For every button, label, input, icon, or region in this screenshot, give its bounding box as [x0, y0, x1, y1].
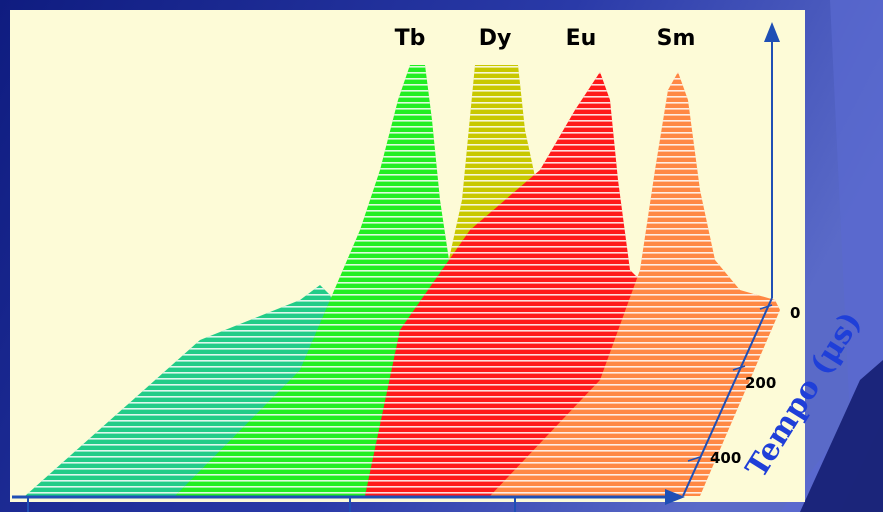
y-tick-mark: [759, 304, 773, 310]
x-axis-arrow: [665, 489, 685, 505]
z-axis-arrow: [764, 22, 780, 42]
series-labels: Tb Dy Eu Sm: [395, 26, 696, 51]
peak-sm: [490, 72, 780, 496]
y-tick-mark: [687, 456, 701, 462]
peak-sm-gridlines: [490, 72, 780, 496]
y-tick-mark: [732, 365, 746, 371]
y-tick-label: 200: [745, 374, 776, 392]
y-axis-line: [682, 297, 773, 497]
axes-layer: [12, 22, 780, 512]
series-label-sm: Sm: [657, 26, 696, 51]
y-tick-label: 400: [710, 449, 741, 467]
y-tick-label: 0: [790, 304, 800, 322]
series-label-eu: Eu: [566, 26, 597, 51]
y-tick-labels: 0 200 400: [687, 304, 800, 467]
series-label-dy: Dy: [479, 26, 512, 51]
series-label-tb: Tb: [395, 26, 426, 51]
peaks-layer: [25, 65, 780, 496]
